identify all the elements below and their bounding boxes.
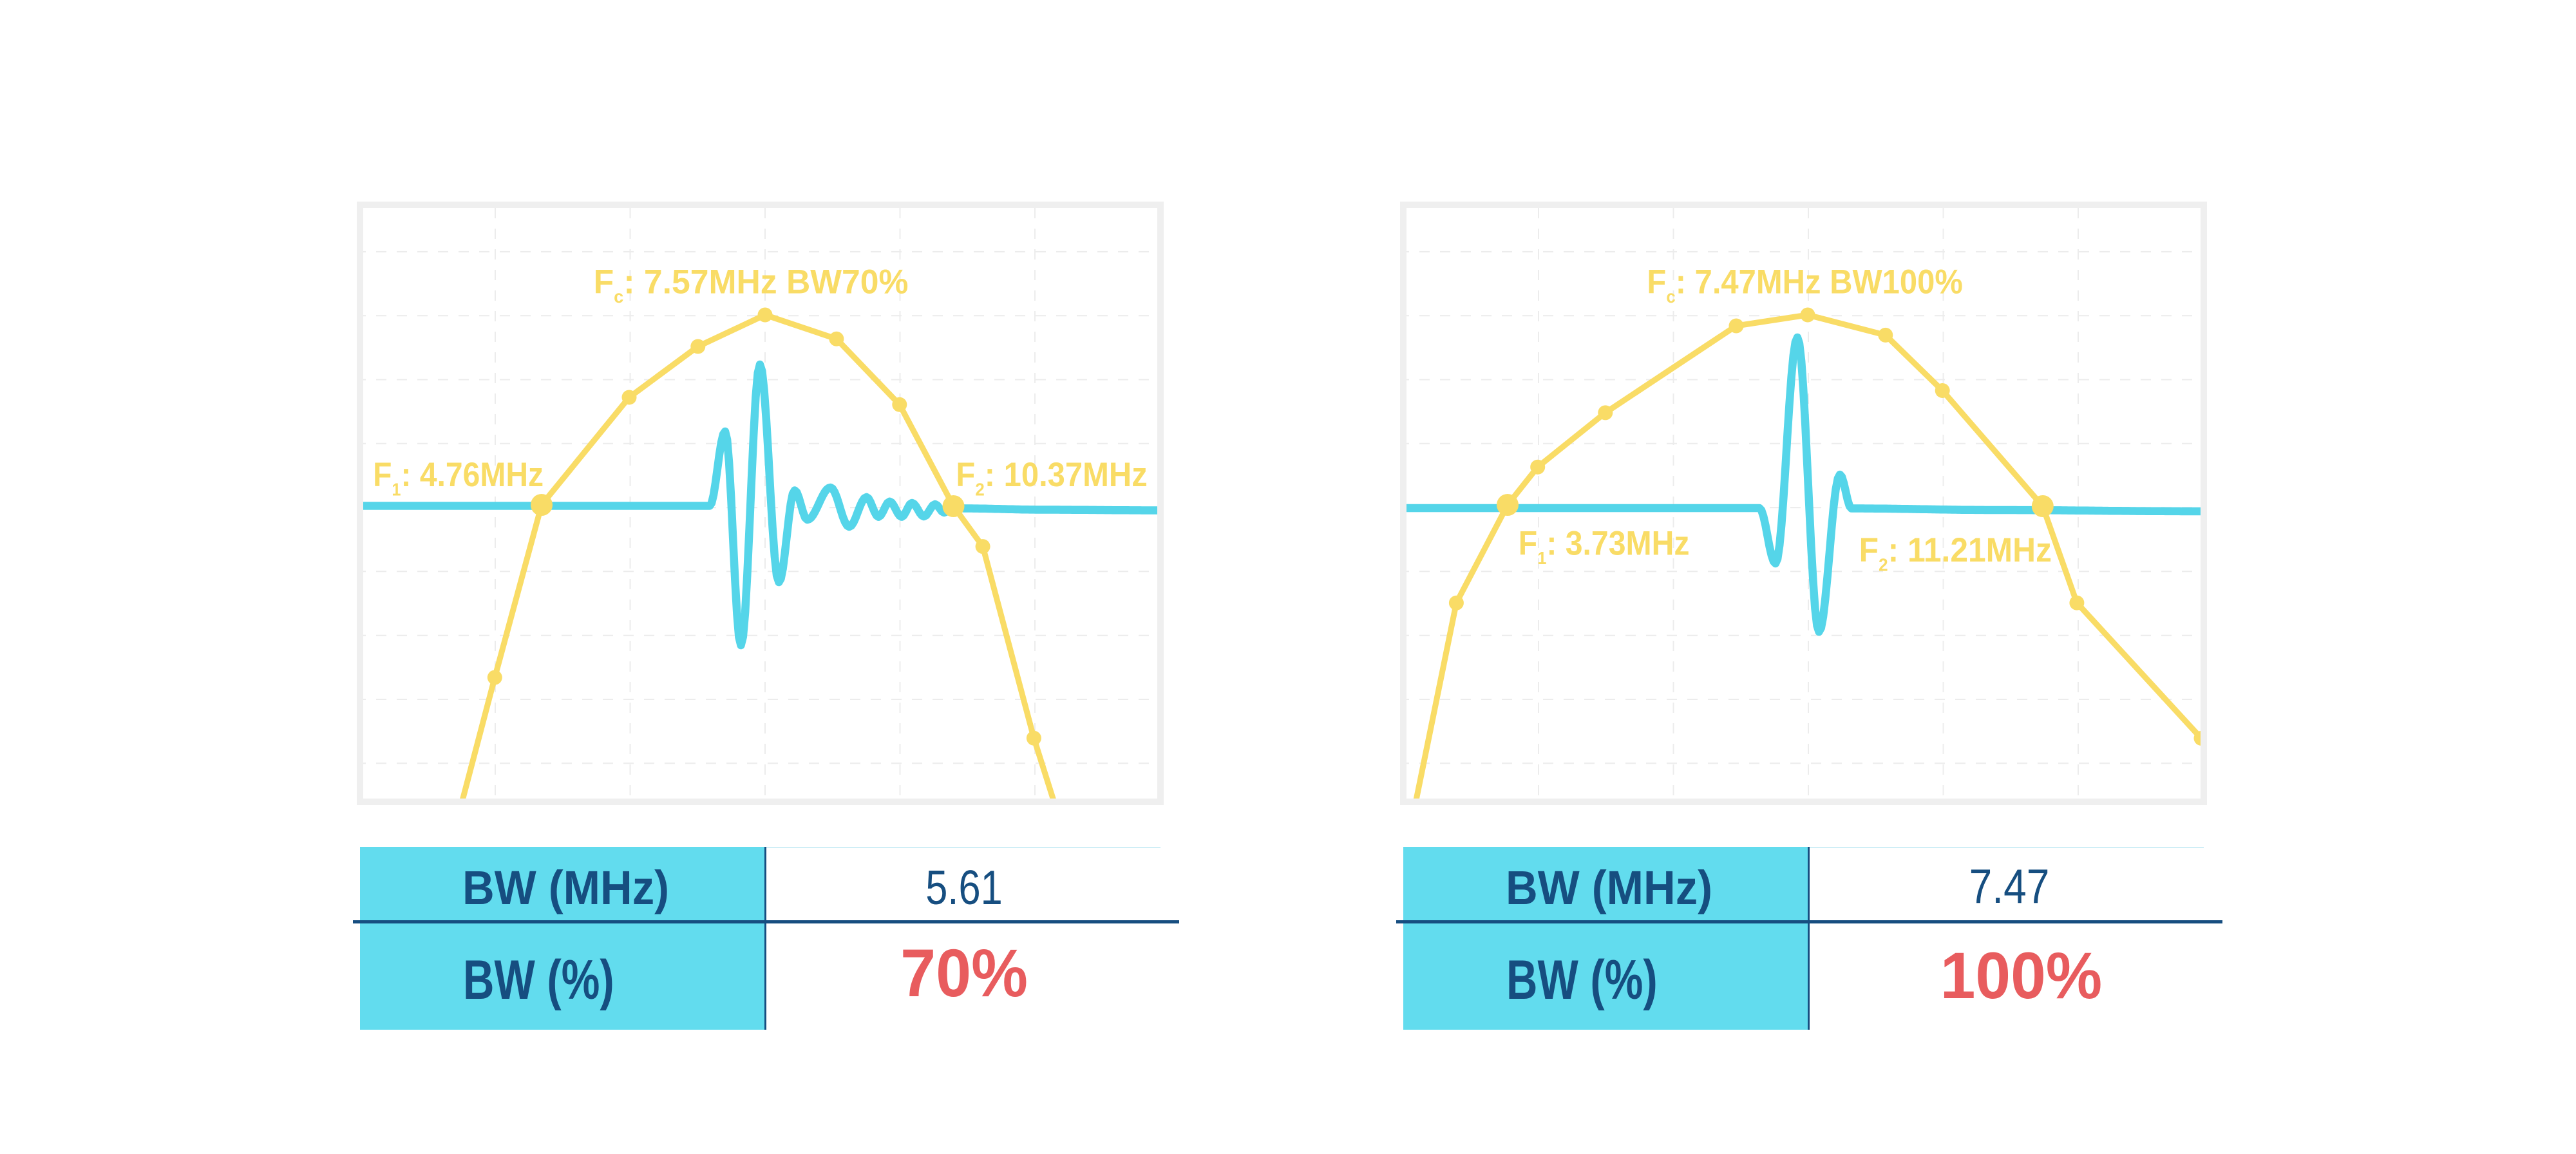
svg-text:F1​: 4.76MHz: F1​: 4.76MHz [373, 455, 544, 500]
svg-text:F1​: 3.73MHz: F1​: 3.73MHz [1519, 524, 1690, 568]
svg-text:F2​: 10.37MHz: F2​: 10.37MHz [956, 455, 1147, 500]
svg-text:F2​: 11.21MHz: F2​: 11.21MHz [1859, 531, 2052, 575]
svg-text:Fc​: 7.57MHz BW70%: Fc​: 7.57MHz BW70% [594, 263, 909, 307]
svg-text:Fc​: 7.47MHz BW100%: Fc​: 7.47MHz BW100% [1647, 263, 1963, 307]
